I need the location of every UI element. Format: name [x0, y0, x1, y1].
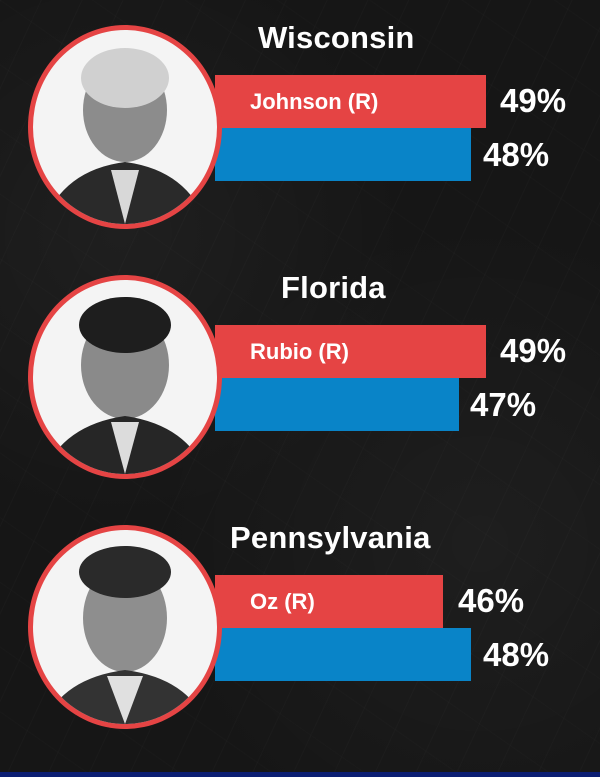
state-title: Pennsylvania: [230, 520, 431, 555]
democrat-bar: [215, 378, 459, 431]
democrat-pct: 47%: [470, 386, 537, 423]
state-title: Florida: [281, 270, 386, 305]
democrat-pct: 48%: [483, 136, 550, 173]
democrat-bar: [215, 128, 471, 181]
democrat-pct: 48%: [483, 636, 550, 673]
candidate-label: Rubio (R): [250, 338, 349, 364]
candidate-photo: [28, 275, 222, 479]
candidate-photo: [28, 25, 222, 229]
race-florida: Florida Rubio (R) 49% 47%: [0, 250, 600, 500]
state-title: Wisconsin: [258, 20, 415, 55]
race-wisconsin: Wisconsin Johnson (R) 49% 48%: [0, 0, 600, 250]
republican-bar: Rubio (R): [215, 325, 486, 378]
race-pennsylvania: Pennsylvania Oz (R) 46% 48%: [0, 500, 600, 750]
footer-strip: [0, 772, 600, 777]
republican-pct: 49%: [500, 332, 567, 369]
person-silhouette-icon: [43, 48, 207, 224]
republican-bar: Johnson (R): [215, 75, 486, 128]
person-silhouette-icon: [43, 297, 207, 474]
candidate-photo: [28, 525, 222, 729]
candidate-label: Oz (R): [250, 588, 315, 614]
republican-bar: Oz (R): [215, 575, 443, 628]
person-silhouette-icon: [43, 546, 207, 724]
democrat-bar: [215, 628, 471, 681]
candidate-label: Johnson (R): [250, 88, 379, 114]
republican-pct: 49%: [500, 82, 567, 119]
republican-pct: 46%: [458, 582, 525, 619]
